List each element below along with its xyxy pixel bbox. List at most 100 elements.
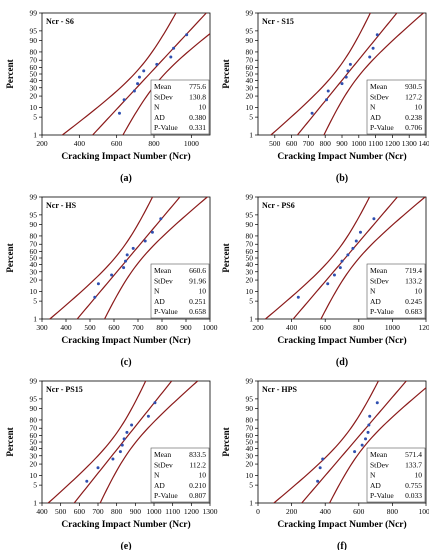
y-tick-label: 80 [30, 231, 38, 240]
data-point [338, 266, 342, 270]
x-tick-label: 1000 [147, 507, 162, 516]
y-tick-label: 10 [30, 103, 38, 112]
data-point [96, 282, 100, 286]
data-point [354, 239, 358, 243]
confidence-band-lower [264, 197, 371, 319]
panel-caption: (c) [120, 357, 131, 368]
y-tick-label: 5 [33, 113, 37, 122]
y-tick-label: 30 [30, 83, 38, 92]
y-tick-label: 30 [30, 451, 38, 460]
confidence-band-lower [269, 13, 371, 135]
data-point [372, 217, 376, 221]
data-point [344, 75, 348, 79]
stats-label: N [370, 471, 376, 480]
stats-label: N [370, 103, 376, 112]
y-tick-label: 90 [246, 220, 254, 229]
y-tick-label: 30 [246, 83, 254, 92]
stats-value: 0.210 [189, 481, 206, 490]
data-point [146, 414, 150, 418]
stats-value: 10 [199, 471, 207, 480]
confidence-band-upper [320, 197, 426, 319]
stats-label: P-Value [154, 491, 178, 500]
stats-value: 112.2 [189, 460, 206, 469]
data-point [150, 230, 154, 234]
data-point [368, 55, 372, 59]
y-tick-label: 95 [246, 26, 254, 35]
y-tick-label: 50 [30, 70, 38, 79]
stats-value: 0.683 [405, 307, 422, 316]
stats-label: Mean [154, 82, 171, 91]
x-axis-label: Cracking Impact Number (Ncr) [277, 335, 406, 346]
x-tick-label: 900 [336, 139, 348, 148]
y-tick-label: 10 [30, 471, 38, 480]
y-tick-label: 1 [249, 315, 253, 324]
stats-value: 10 [415, 471, 423, 480]
y-tick-label: 50 [246, 70, 254, 79]
data-point [136, 82, 140, 86]
x-tick-label: 500 [269, 139, 281, 148]
x-tick-label: 1100 [368, 139, 383, 148]
y-tick-label: 30 [246, 267, 254, 276]
stats-label: N [154, 103, 160, 112]
y-tick-label: 60 [246, 247, 254, 256]
panel-caption: (d) [336, 357, 348, 368]
y-tick-label: 90 [30, 404, 38, 413]
data-point [371, 46, 375, 50]
confidence-band-upper [323, 13, 425, 135]
panel-caption: (f) [337, 541, 347, 550]
y-tick-label: 70 [246, 240, 254, 249]
stats-value: 10 [415, 287, 423, 296]
data-point [142, 69, 146, 73]
y-tick-label: 95 [246, 210, 254, 219]
y-tick-label: 90 [30, 220, 38, 229]
data-point [155, 62, 159, 66]
y-tick-label: 1 [33, 315, 37, 324]
stats-box [150, 447, 210, 503]
data-point [346, 253, 350, 257]
x-tick-label: 0 [256, 507, 260, 516]
data-point [353, 450, 357, 454]
stats-value: 130.8 [189, 92, 206, 101]
y-tick-label: 70 [30, 240, 38, 249]
y-tick-label: 40 [246, 76, 254, 85]
x-tick-label: 800 [111, 507, 123, 516]
fitted-line [91, 13, 208, 135]
data-point [122, 98, 126, 102]
data-point [143, 239, 147, 243]
y-axis-label: Percent [5, 427, 15, 456]
x-tick-label: 400 [60, 323, 72, 332]
panel-caption: (a) [120, 173, 132, 184]
y-tick-label: 70 [30, 424, 38, 433]
y-tick-label: 20 [246, 460, 254, 469]
data-point [110, 273, 114, 277]
data-point [159, 217, 163, 221]
y-tick-label: 99 [246, 377, 254, 386]
x-tick-label: 1400 [419, 139, 429, 148]
x-tick-label: 1000 [184, 139, 199, 148]
y-tick-label: 60 [30, 63, 38, 72]
x-axis-label: Cracking Impact Number (Ncr) [61, 151, 190, 162]
data-point [122, 266, 126, 270]
x-tick-label: 800 [148, 139, 160, 148]
data-point [117, 111, 121, 115]
stats-label: P-Value [370, 307, 394, 316]
data-point [364, 437, 368, 441]
data-point [96, 466, 100, 470]
y-tick-label: 90 [246, 36, 254, 45]
stats-label: AD [370, 113, 381, 122]
confidence-band-lower [61, 13, 177, 135]
stats-box [150, 79, 210, 135]
data-point [111, 457, 115, 461]
y-tick-label: 95 [246, 394, 254, 403]
data-point [358, 230, 362, 234]
y-tick-label: 60 [246, 63, 254, 72]
y-tick-label: 99 [246, 9, 254, 18]
x-tick-label: 1200 [385, 139, 400, 148]
chart-title: Ncr - PS15 [46, 385, 83, 394]
y-tick-label: 70 [246, 56, 254, 65]
stats-label: AD [154, 481, 165, 490]
data-point [93, 295, 97, 299]
